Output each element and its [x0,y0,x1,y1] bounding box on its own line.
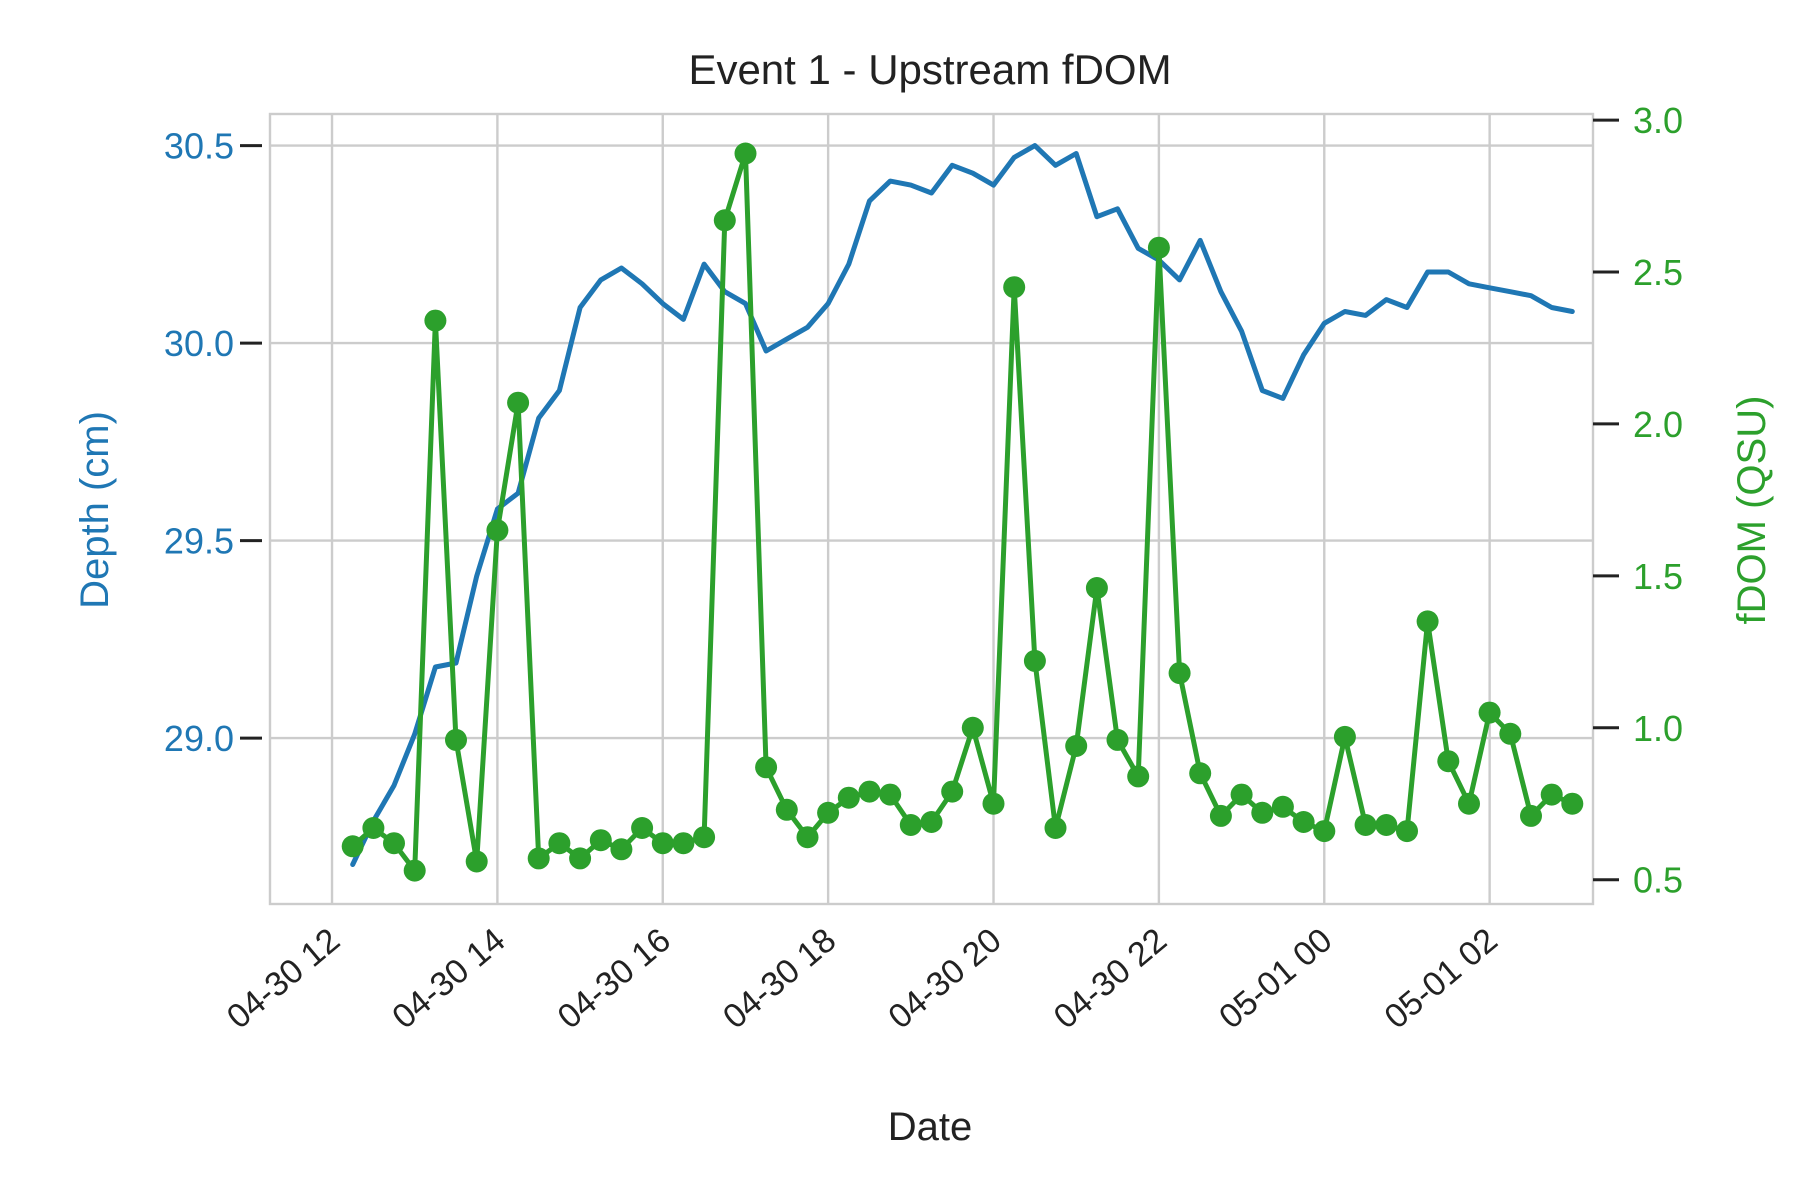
fdom-data-point [569,847,592,870]
left-y-tick-label: 29.0 [164,718,234,759]
fdom-data-point [651,832,674,855]
fdom-data-point [403,859,426,882]
fdom-data-point [1499,722,1522,745]
x-axis-label: Date [888,1105,973,1149]
fdom-data-point [341,835,364,858]
chart-title: Event 1 - Upstream fDOM [688,46,1171,93]
right-y-tick-label: 2.0 [1633,404,1683,445]
fdom-data-point [1209,804,1232,827]
left-y-tick-label: 30.0 [164,323,234,364]
fdom-data-point [982,792,1005,815]
series-layer [341,142,1584,882]
fdom-data-point [1478,701,1501,724]
fdom-data-point [1085,577,1108,599]
fdom-data-point [1333,725,1356,748]
fdom-data-point [507,391,530,414]
fdom-data-point [1458,792,1480,815]
fdom-data-point [693,826,716,849]
plot-frame [268,112,1595,906]
fdom-data-point [1251,801,1274,824]
fdom-data-point [383,832,405,855]
fdom-data-point [1147,236,1170,259]
fdom-data-point [1540,783,1563,806]
fdom-data-point [672,832,695,855]
fdom-data-point [1313,820,1336,843]
fdom-data-point [1437,750,1460,773]
fdom-data-point [1044,817,1067,839]
fdom-data-point [899,814,922,836]
fdom-data-point [775,798,798,821]
fdom-data-point [1023,649,1046,672]
fdom-data-point [1561,792,1584,815]
fdom-data-point [734,142,757,165]
fdom-data-point [486,519,509,542]
fdom-data-point [445,728,467,751]
fdom-data-point [589,829,612,852]
fdom-data-point [548,832,571,855]
fdom-data-point [1106,728,1129,751]
fdom-data-point [1416,610,1439,633]
fdom-data-point [1292,811,1315,833]
fdom-data-point [1375,814,1398,836]
fdom-data-point [1354,814,1377,836]
depth-series-line [350,143,1575,867]
right-y-tick-label: 2.5 [1633,252,1683,293]
fdom-data-point [424,309,447,332]
fdom-data-point [941,780,964,803]
fdom-data-point [1065,735,1088,757]
fdom-data-point [631,817,654,839]
fdom-data-point [1271,795,1294,818]
right-y-tick-label: 1.5 [1633,556,1683,597]
fdom-data-point [713,209,736,232]
fdom-data-point [1230,783,1253,806]
fdom-data-point [1396,820,1418,843]
fdom-data-point [1520,804,1542,827]
right-y-axis-label: fDOM (QSU) [1730,396,1774,625]
left-y-axis: 29.0 29.5 30.0 30.5 [164,126,262,759]
fdom-data-point [858,780,881,803]
fdom-data-point [1127,765,1150,788]
fdom-data-point [1189,762,1212,785]
fdom-data-point [1003,276,1026,299]
fdom-data-point [879,783,902,806]
left-y-axis-label: Depth (cm) [73,411,117,609]
right-y-tick-label: 0.5 [1633,860,1683,901]
left-y-tick-label: 29.5 [164,521,234,562]
fdom-data-point [837,786,860,809]
fdom-data-point [362,817,385,839]
left-y-tick-label: 30.5 [164,126,234,167]
fdom-data-point [755,756,778,779]
fdom-data-point [610,838,633,861]
right-y-tick-label: 3.0 [1633,100,1683,141]
fdom-data-point [796,826,819,849]
fdom-data-point [465,850,488,873]
fdom-data-point [817,801,840,824]
fdom-data-point [920,811,943,833]
fdom-data-point [1168,662,1191,685]
fdom-data-point [527,847,550,870]
right-y-axis: 0.5 1.0 1.5 2.0 2.5 3.0 [1593,100,1683,901]
fdom-data-point [961,716,984,739]
right-y-tick-label: 1.0 [1633,708,1683,749]
